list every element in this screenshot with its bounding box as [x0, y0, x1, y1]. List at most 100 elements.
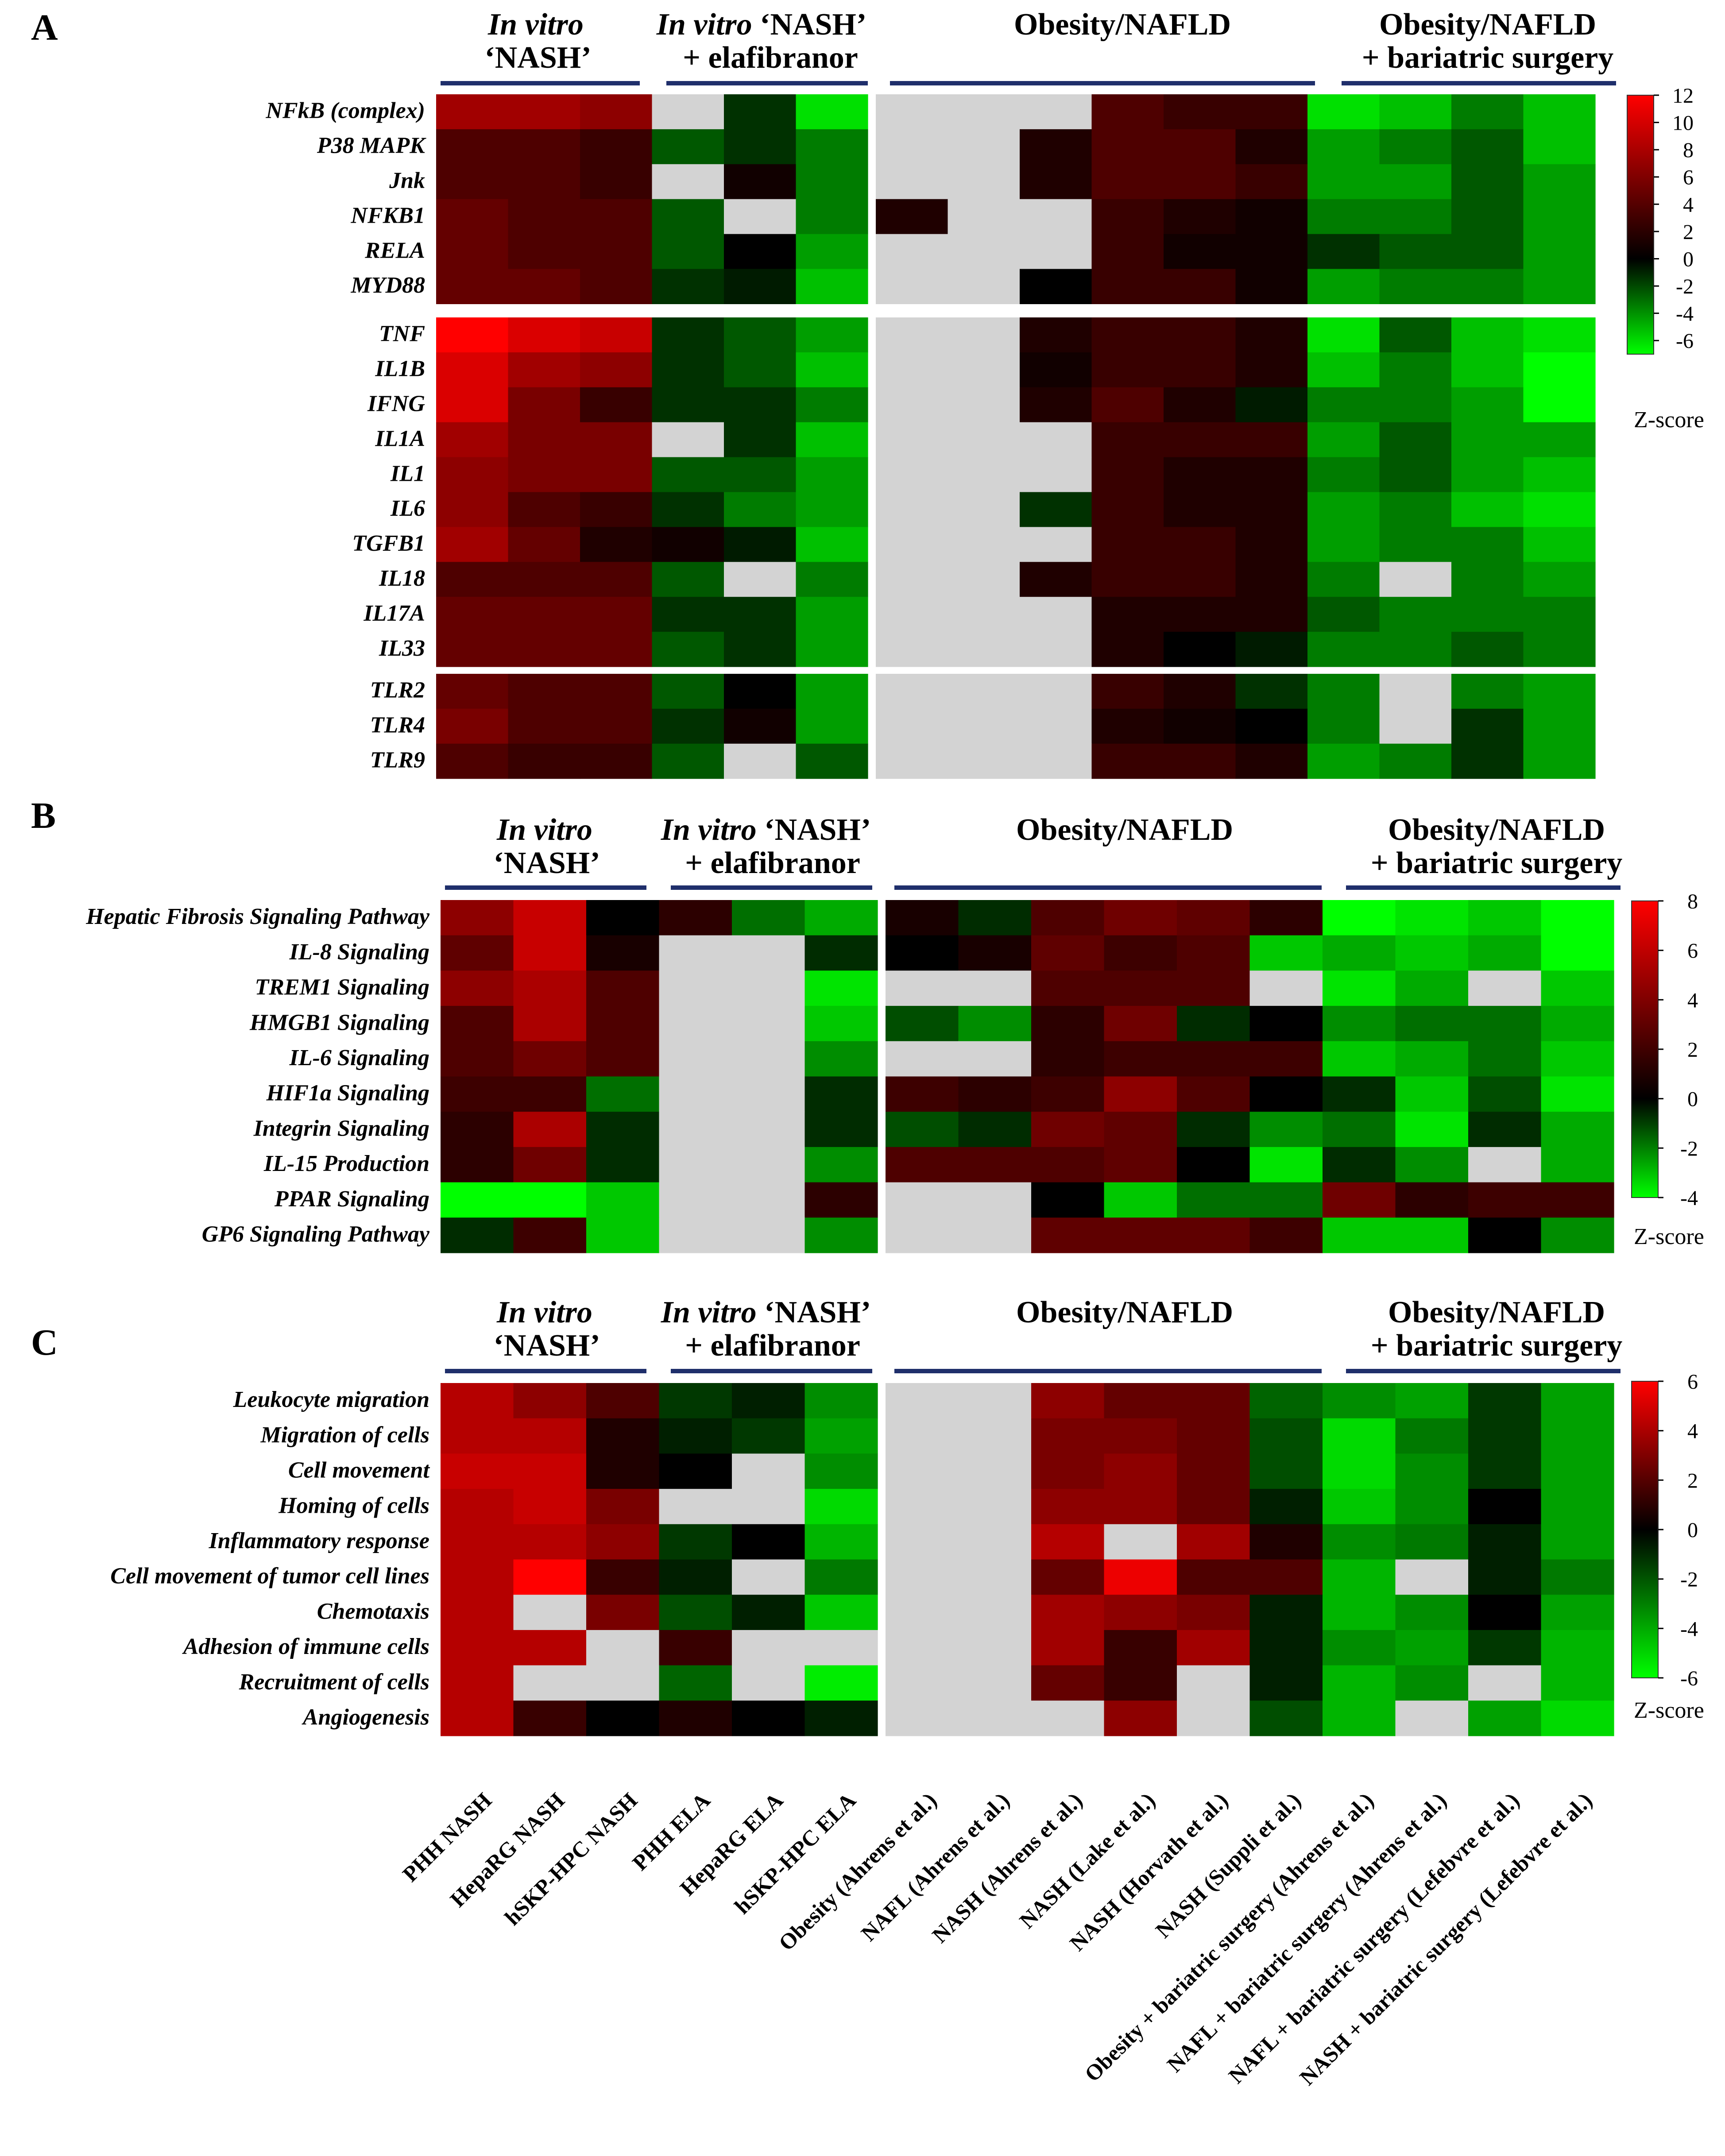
- heatmap-cell: [1177, 900, 1250, 936]
- heatmap-cell: [948, 597, 1020, 632]
- colorbar-tick-label: 0: [1683, 248, 1694, 271]
- heatmap-cell: [958, 1112, 1032, 1148]
- row-label: Integrin Signaling: [253, 1116, 429, 1141]
- heatmap-cell: [513, 1006, 587, 1042]
- heatmap-cell: [886, 1076, 959, 1112]
- row-label: Cell movement: [288, 1458, 430, 1483]
- heatmap-cell: [508, 492, 580, 527]
- heatmap-cell: [1323, 1489, 1396, 1525]
- row-label: P38 MAPK: [317, 133, 426, 158]
- heatmap-cell: [1164, 199, 1236, 235]
- heatmap-cell: [876, 457, 948, 493]
- heatmap-cell: [958, 1383, 1032, 1419]
- heatmap-cell: [804, 1700, 878, 1736]
- heatmap-cell: [1541, 1383, 1614, 1419]
- heatmap-cell: [1468, 1453, 1542, 1489]
- colorbar-tick-label: -4: [1680, 1186, 1698, 1210]
- heatmap-cell: [436, 422, 509, 458]
- heatmap-cell: [436, 94, 509, 130]
- heatmap-cell: [580, 387, 653, 423]
- heatmap-cell: [513, 1489, 587, 1525]
- heatmap-cell: [1104, 970, 1177, 1006]
- heatmap-cell: [958, 1665, 1032, 1701]
- heatmap-cell: [796, 164, 868, 200]
- heatmap-cell: [1020, 527, 1092, 562]
- heatmap-cell: [1177, 1453, 1250, 1489]
- heatmap-cell: [586, 1041, 660, 1077]
- heatmap-cell: [876, 597, 948, 632]
- heatmap-cell: [1235, 199, 1308, 235]
- heatmap-cell: [1020, 352, 1092, 388]
- colorbar-a: Z-score 12 10 8 6 4 2 0 -2 -4 -6: [1627, 84, 1704, 433]
- heatmap-cell: [804, 1217, 878, 1253]
- heatmap-cell: [659, 1112, 732, 1148]
- heatmap-cell: [1323, 1453, 1396, 1489]
- heatmap-cell: [652, 743, 724, 779]
- heatmap-cell: [1177, 1665, 1250, 1701]
- heatmap-cell: [1235, 708, 1308, 744]
- colorbar-a-label: Z-score: [1634, 407, 1704, 433]
- heatmap-cell: [1235, 674, 1308, 709]
- heatmap-cell: [659, 1559, 732, 1595]
- heatmap-cell: [724, 94, 797, 130]
- heatmap-cell: [1451, 527, 1524, 562]
- heatmap-cell: [436, 457, 509, 493]
- heatmap-cell: [1235, 387, 1308, 423]
- heatmap-cell: [1541, 1453, 1614, 1489]
- heatmap-cell: [580, 269, 653, 304]
- heatmap-cell: [513, 1595, 587, 1631]
- heatmap-cell: [659, 1182, 732, 1218]
- heatmap-cell: [1031, 1595, 1105, 1631]
- heatmap-cell: [1104, 1630, 1177, 1666]
- heatmap-cell: [1104, 1147, 1177, 1183]
- heatmap-cell: [1177, 1559, 1250, 1595]
- heatmap-cell: [1104, 1006, 1177, 1042]
- heatmap-cell: [659, 1665, 732, 1701]
- heatmap-cell: [1395, 970, 1469, 1006]
- heatmap-cell: [1451, 457, 1524, 493]
- heatmap-cell: [1177, 1630, 1250, 1666]
- heatmap-cell: [436, 352, 509, 388]
- heatmap-cell: [1523, 632, 1596, 667]
- heatmap-cell: [1523, 422, 1596, 458]
- row-label: TLR2: [370, 678, 425, 703]
- heatmap-cell: [436, 492, 509, 527]
- heatmap-cell: [1307, 317, 1380, 353]
- heatmap-cell: [724, 743, 797, 779]
- heatmap-cell: [1307, 743, 1380, 779]
- heatmap-cell: [724, 129, 797, 165]
- heatmap-cell: [508, 199, 580, 235]
- row-label: Hepatic Fibrosis Signaling Pathway: [85, 904, 430, 929]
- heatmap-cell: [513, 1665, 587, 1701]
- heatmap-cell: [1177, 1076, 1250, 1112]
- heatmap-cell: [876, 422, 948, 458]
- heatmap-cell: [586, 1112, 660, 1148]
- group-headers-c: In vitro ‘NASH’ In vitro ‘NASH’ + elafib…: [445, 1295, 1622, 1373]
- heatmap-cell: [508, 457, 580, 493]
- heatmap-cell: [1177, 1595, 1250, 1631]
- heatmap-a: NFkB (complex) P38 MAPK Jnk NFKB1 RELA MYD88 T…: [265, 94, 1596, 779]
- heatmap-cell: [1307, 199, 1380, 235]
- row-label: IFNG: [367, 391, 425, 417]
- heatmap-cell: [948, 199, 1020, 235]
- heatmap-cell: [1307, 164, 1380, 200]
- heatmap-cell: [796, 457, 868, 493]
- heatmap-cell: [1541, 1217, 1614, 1253]
- heatmap-cell: [586, 1418, 660, 1454]
- heatmap-cell: [876, 743, 948, 779]
- heatmap-cell: [1091, 492, 1164, 527]
- row-label: IL-15 Production: [263, 1151, 429, 1176]
- heatmap-cell: [652, 199, 724, 235]
- heatmap-cell: [1379, 457, 1452, 493]
- heatmap-cell: [1395, 1076, 1469, 1112]
- heatmap-cell: [1104, 1489, 1177, 1525]
- heatmap-cell: [804, 1630, 878, 1666]
- heatmap-cell: [1091, 527, 1164, 562]
- heatmap-cell: [586, 1006, 660, 1042]
- heatmap-cell: [513, 970, 587, 1006]
- heatmap-cell: [958, 1147, 1032, 1183]
- heatmap-cell: [732, 1041, 805, 1077]
- heatmap-cell: [1307, 269, 1380, 304]
- heatmap-cell: [1451, 94, 1524, 130]
- heatmap-cell: [1523, 743, 1596, 779]
